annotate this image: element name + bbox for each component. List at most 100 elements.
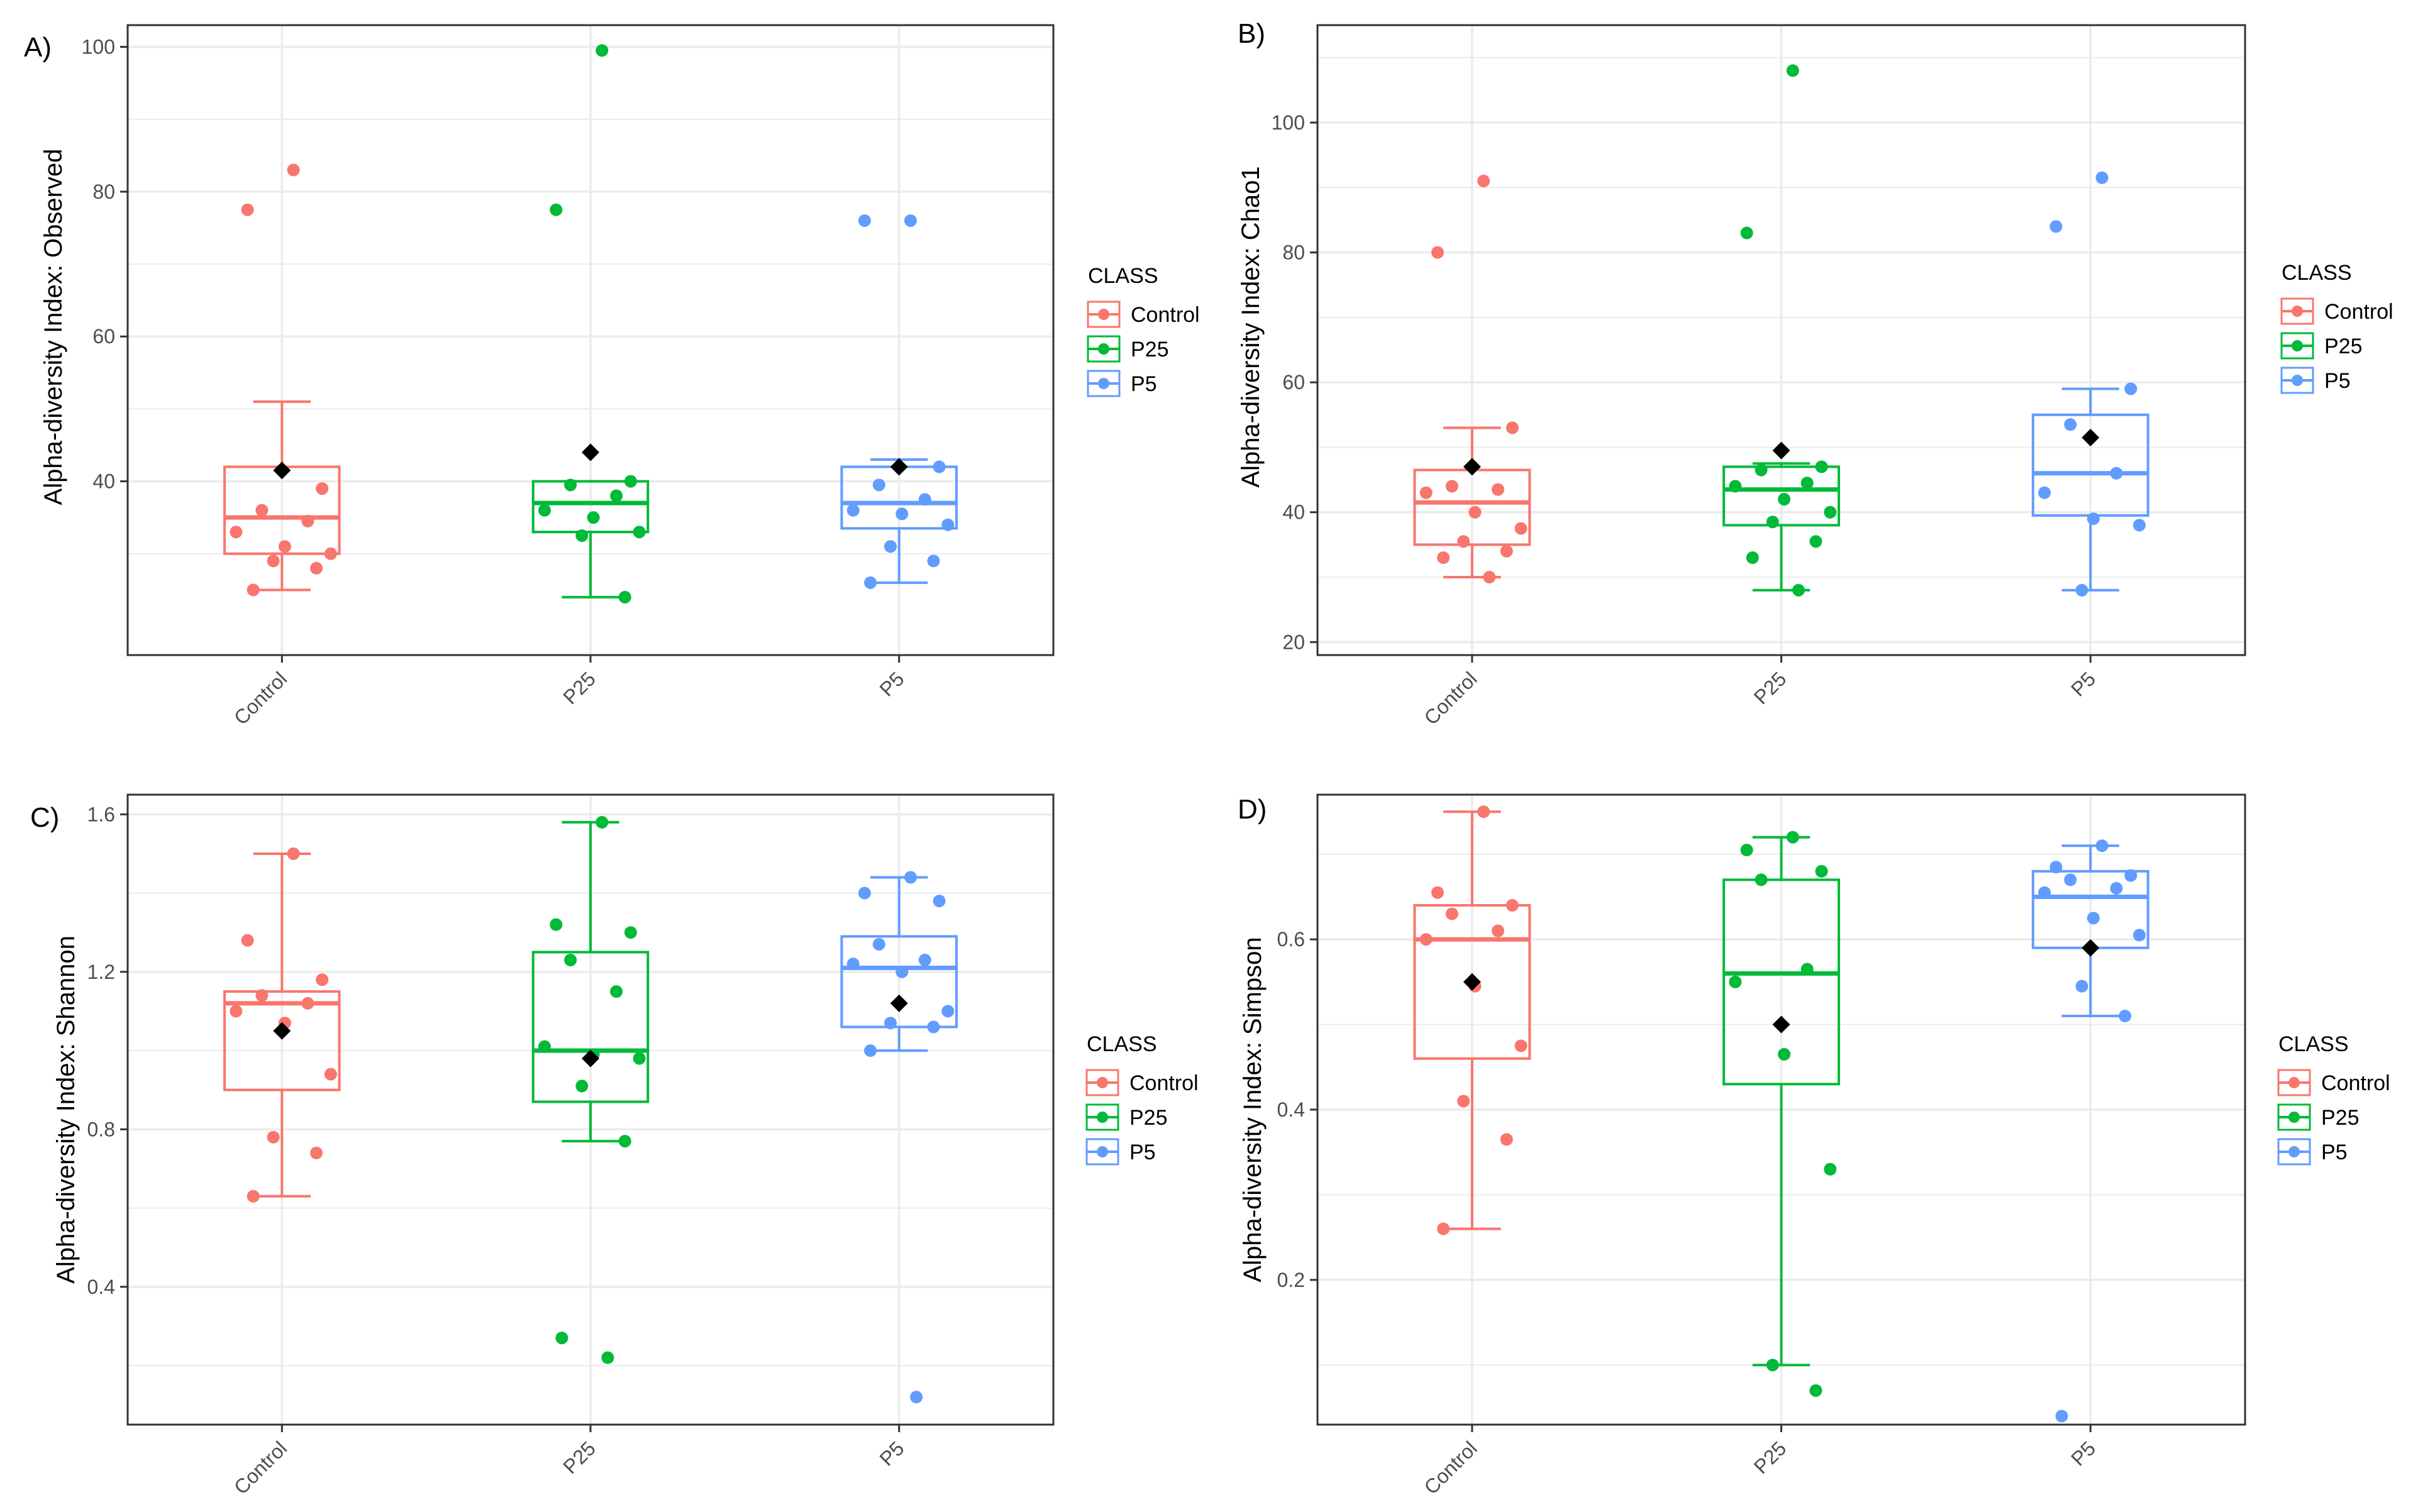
x-tick-label: Control (230, 1437, 291, 1498)
legend-key-point (2292, 306, 2303, 317)
data-point (1491, 924, 1504, 937)
box-control (1413, 904, 1531, 1060)
data-point (933, 460, 946, 473)
y-tick-label: 60 (92, 325, 115, 348)
x-tick-label: P5 (875, 667, 908, 700)
legend-title: CLASS (1088, 264, 1158, 288)
data-point (2095, 839, 2109, 853)
y-axis-title: Alpha-diversity Index: Shannon (52, 935, 80, 1284)
mean-marker (890, 994, 908, 1012)
x-tick-label: Control (230, 667, 291, 729)
x-tick-label: P25 (558, 1437, 600, 1478)
y-tick-label: 80 (1282, 241, 1305, 264)
data-point (904, 871, 917, 884)
y-tick-label: 60 (1282, 371, 1305, 394)
y-axis-title: Alpha-diversity Index: Observed (40, 149, 67, 505)
data-point (1729, 480, 1742, 493)
data-point (2110, 881, 2123, 895)
data-point (2050, 861, 2063, 874)
legend-key-point (2292, 340, 2303, 351)
data-point (255, 989, 269, 1002)
data-point (1824, 1162, 1837, 1176)
data-point (1786, 830, 1799, 844)
data-point (896, 507, 909, 521)
x-tick-label: P5 (2066, 1437, 2100, 1470)
data-point (316, 482, 329, 495)
legend-key-point (1097, 1146, 1108, 1157)
panel-d: 0.2 0.4 0.6 Control P25 P5 Alpha-diversity Ind… (1238, 793, 2390, 1499)
y-tick-label: 0.8 (87, 1118, 115, 1140)
legend-key-point (2288, 1112, 2300, 1123)
data-point (1809, 1384, 1822, 1397)
data-point (287, 847, 300, 860)
y-tick-label: 0.6 (1277, 928, 1305, 951)
data-point (1431, 886, 1444, 899)
box-p25 (1722, 878, 1840, 1086)
legend-key-point (2288, 1146, 2300, 1157)
data-point (2087, 912, 2100, 925)
box-p25 (1722, 465, 1840, 527)
data-point (1468, 505, 1482, 519)
data-point (550, 918, 563, 931)
data-point (1766, 516, 1779, 529)
data-point (324, 547, 337, 560)
data-point (564, 954, 577, 967)
data-point (1766, 1359, 1779, 1372)
data-point (2124, 869, 2138, 882)
y-tick-label: 0.4 (1277, 1098, 1305, 1121)
legend-label: P25 (1131, 338, 1169, 361)
data-point (278, 540, 291, 553)
data-point (538, 1040, 551, 1053)
data-point (1437, 551, 1450, 565)
data-point (241, 934, 254, 947)
data-point (884, 540, 897, 553)
data-point (1514, 1039, 1528, 1052)
legend-label: P25 (1129, 1106, 1168, 1130)
panel-label: A) (24, 32, 52, 63)
legend-key-point (1098, 378, 1109, 389)
data-point (1506, 421, 1519, 434)
data-point (2087, 512, 2100, 526)
x-tick-label: P5 (875, 1437, 908, 1470)
data-point (1445, 907, 1458, 920)
data-point (555, 1332, 569, 1345)
data-point (1740, 844, 1753, 857)
data-point (1445, 480, 1458, 493)
mean-marker (1772, 441, 1790, 460)
data-point (1457, 535, 1470, 548)
data-point (1477, 805, 1490, 819)
data-point (896, 965, 909, 978)
data-point (2038, 486, 2051, 499)
data-point (1746, 551, 1759, 565)
data-point (918, 493, 931, 506)
legend-title: CLASS (2278, 1032, 2349, 1056)
legend-title: CLASS (1087, 1032, 1157, 1056)
data-point (1729, 975, 1742, 988)
box-control (223, 990, 341, 1091)
data-point (927, 555, 940, 568)
data-point (2133, 929, 2146, 942)
data-point (904, 214, 917, 227)
data-point (1792, 583, 1805, 597)
data-point (610, 985, 623, 998)
data-point (1419, 486, 1433, 499)
data-point (1419, 933, 1433, 946)
data-point (927, 1020, 940, 1034)
data-point (1778, 1047, 1791, 1061)
data-point (2110, 466, 2123, 480)
data-point (1824, 505, 1837, 519)
data-point (564, 478, 577, 492)
y-tick-label: 0.4 (87, 1276, 115, 1298)
data-point (1437, 1222, 1450, 1235)
data-point (310, 561, 323, 575)
data-point (241, 203, 254, 216)
legend-label: Control (2321, 1071, 2390, 1095)
data-point (2038, 886, 2051, 899)
data-point (1800, 477, 1814, 490)
data-point (1483, 571, 1496, 584)
y-tick-label: 0.2 (1277, 1269, 1305, 1291)
legend-label: Control (1129, 1071, 1199, 1095)
x-tick-label: P25 (1750, 667, 1791, 709)
x-tick-label: P5 (2066, 667, 2100, 700)
data-point (230, 1005, 243, 1018)
